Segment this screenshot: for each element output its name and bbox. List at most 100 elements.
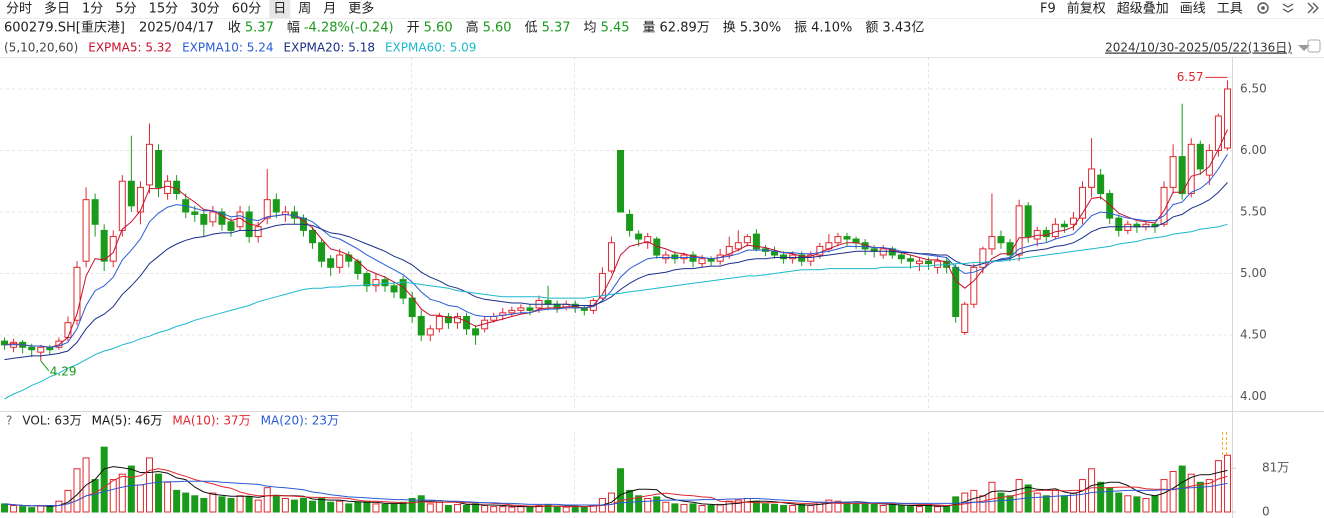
volume-bar xyxy=(743,497,751,513)
volume-bar xyxy=(254,499,262,513)
candle-body xyxy=(915,260,923,265)
y-tick-label: 5.50 xyxy=(1240,204,1267,218)
candle-body xyxy=(100,229,108,262)
candle-body xyxy=(598,272,606,299)
dropdown-icon[interactable] xyxy=(1298,45,1310,51)
y-tick-label: 6.50 xyxy=(1240,81,1267,95)
toolbar-tab[interactable]: 15分 xyxy=(149,2,179,17)
candle-body xyxy=(227,221,235,231)
candle-body xyxy=(109,236,117,262)
candle-body xyxy=(934,260,942,268)
volume-bar xyxy=(390,503,398,513)
collapse-icon[interactable] xyxy=(1282,3,1294,13)
candle-body xyxy=(145,143,153,186)
quote-value: 5.60 xyxy=(424,21,453,36)
quote-label: 均 xyxy=(584,21,597,36)
candle-body xyxy=(28,346,36,351)
candle-body xyxy=(1169,156,1177,188)
toolbar-tool[interactable]: F9 xyxy=(1040,2,1056,17)
volume-bar xyxy=(517,506,525,513)
candle-body xyxy=(925,260,933,265)
volume-bar xyxy=(372,503,380,513)
toolbar-tab[interactable]: 60分 xyxy=(232,2,262,17)
volume-bar xyxy=(91,479,99,513)
volume-bar xyxy=(508,506,516,513)
quote-label: 开 xyxy=(407,21,420,36)
toolbar-tab[interactable]: 更多 xyxy=(348,1,374,17)
toolbar-tab[interactable]: 周 xyxy=(298,2,311,17)
toolbar-tool[interactable]: 前复权 xyxy=(1067,1,1106,17)
volume-bar xyxy=(55,500,63,513)
volume-bar xyxy=(327,501,335,513)
candle-body xyxy=(834,236,842,244)
range-label[interactable]: 2024/10/30-2025/05/22(136日) xyxy=(1105,41,1292,55)
volume-bar xyxy=(64,489,72,513)
volume-bar xyxy=(200,497,208,513)
volume-bar xyxy=(934,506,942,513)
volume-bar xyxy=(671,503,679,513)
candle-body xyxy=(435,316,443,330)
candle-body xyxy=(789,254,797,260)
candle-body xyxy=(472,328,480,336)
volume-bar xyxy=(897,505,905,513)
candle-body xyxy=(426,328,434,336)
candle-body xyxy=(1160,186,1168,225)
volume-bar xyxy=(861,503,869,513)
volume-bar xyxy=(807,505,815,513)
candle-body xyxy=(136,186,144,213)
volume-bar xyxy=(444,505,452,513)
quote-value: 5.60 xyxy=(483,21,512,36)
volume-ma-line xyxy=(4,466,1228,508)
toolbar-tab[interactable]: 日 xyxy=(273,2,286,17)
volume-bar xyxy=(1187,473,1195,513)
toolbar-tool[interactable]: 画线 xyxy=(1180,2,1206,17)
volume-bar xyxy=(218,496,226,513)
volume-bar xyxy=(318,497,326,513)
volume-bar xyxy=(1079,479,1087,513)
candle-body xyxy=(671,254,679,260)
volume-bar xyxy=(100,446,108,513)
legend-entry: EXPMA60: 5.09 xyxy=(385,41,476,55)
toolbar-tab[interactable]: 月 xyxy=(323,2,336,17)
candle-body xyxy=(734,242,742,250)
volume-bar xyxy=(734,499,742,513)
toolbar-tool[interactable]: 工具 xyxy=(1217,2,1243,17)
volume-ma-line xyxy=(4,480,1228,507)
volume-bar xyxy=(1051,489,1059,513)
volume-bar xyxy=(28,507,36,513)
volume-bar xyxy=(209,492,217,513)
toolbar-tab[interactable]: 多日 xyxy=(44,1,70,17)
wp-icon[interactable] xyxy=(1307,39,1321,53)
quote-value: 5.45 xyxy=(601,21,630,36)
candle-body xyxy=(1196,143,1204,170)
candle-body xyxy=(1124,223,1132,231)
toolbar-tool[interactable]: 超级叠加 xyxy=(1117,2,1169,17)
toolbar-tab[interactable]: 30分 xyxy=(190,2,220,17)
quote-text: 600279.SH[重庆港] xyxy=(4,20,125,36)
help-icon[interactable]: ? xyxy=(6,414,12,428)
y-tick-label: 0 xyxy=(1262,505,1270,518)
candle-body xyxy=(988,236,996,250)
expand-icon[interactable] xyxy=(1307,2,1319,14)
max-price-label: 6.57 xyxy=(1177,70,1204,84)
volume-bar xyxy=(589,505,597,513)
settings-icon[interactable] xyxy=(1257,2,1269,14)
volume-bar xyxy=(145,457,153,513)
legend-entry: MA(20): 23万 xyxy=(261,414,339,428)
candle-body xyxy=(408,297,416,318)
candle-body xyxy=(517,307,525,311)
toolbar-tab[interactable]: 5分 xyxy=(115,2,136,17)
volume-bar xyxy=(1124,495,1132,513)
volume-bar xyxy=(870,503,878,513)
toolbar-tab[interactable]: 1分 xyxy=(82,2,103,17)
toolbar-tab[interactable]: 分时 xyxy=(6,2,32,17)
volume-bar xyxy=(309,500,317,513)
volume-bar xyxy=(562,506,570,513)
range-icons[interactable] xyxy=(1298,39,1321,53)
quote-value: -4.28%(-0.24) xyxy=(304,21,394,36)
legend-entry: EXPMA5: 5.32 xyxy=(88,41,172,55)
volume-bar xyxy=(481,505,489,513)
y-tick-label: 81万 xyxy=(1262,461,1289,475)
candle-body xyxy=(73,266,81,321)
